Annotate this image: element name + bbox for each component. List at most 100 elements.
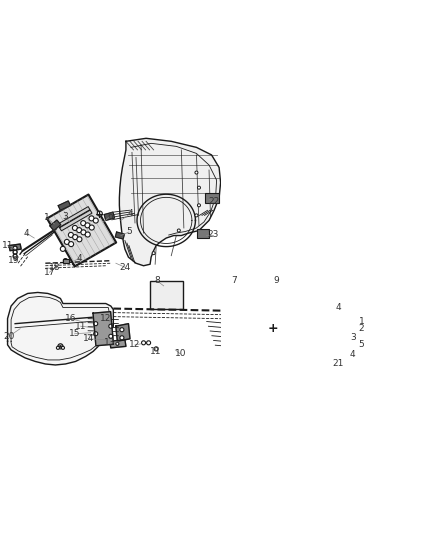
Circle shape [289,308,295,314]
Circle shape [109,324,113,328]
Circle shape [120,336,124,340]
Circle shape [282,320,287,326]
Circle shape [261,289,266,294]
Circle shape [61,346,64,349]
Circle shape [94,321,98,326]
Circle shape [81,230,86,235]
Circle shape [72,225,78,230]
Text: 8: 8 [154,276,160,285]
Polygon shape [355,317,363,323]
Text: 18: 18 [49,263,60,272]
Circle shape [89,216,94,221]
Polygon shape [257,299,306,320]
Text: 9: 9 [273,276,279,285]
Circle shape [13,246,17,250]
Text: 11: 11 [150,347,162,356]
Circle shape [64,239,69,245]
Circle shape [198,204,201,207]
Text: 4: 4 [77,254,82,263]
Polygon shape [58,207,90,227]
Circle shape [13,250,17,254]
Circle shape [271,324,277,330]
Bar [205,193,219,203]
Text: 23: 23 [207,230,218,239]
Text: 11: 11 [75,322,86,330]
Polygon shape [110,340,126,348]
Bar [150,281,183,309]
Circle shape [85,223,90,228]
Circle shape [277,341,283,347]
Circle shape [198,186,201,189]
Circle shape [195,171,198,174]
Text: 4: 4 [336,303,341,312]
Text: 6: 6 [107,212,113,221]
Bar [198,230,208,238]
Text: 19: 19 [8,256,20,265]
Text: 21: 21 [333,359,344,368]
Circle shape [279,312,284,318]
Polygon shape [9,244,21,251]
Circle shape [154,347,158,351]
Text: 4: 4 [23,229,29,238]
Text: 20: 20 [4,332,15,341]
Polygon shape [104,212,114,220]
Text: 1: 1 [43,213,49,222]
Text: 24: 24 [119,263,131,272]
Circle shape [77,228,82,232]
Circle shape [295,325,301,331]
Polygon shape [47,195,116,266]
Circle shape [69,241,74,247]
Polygon shape [120,138,221,266]
Text: 14: 14 [82,334,94,343]
Text: 4: 4 [127,209,133,219]
Circle shape [251,293,256,298]
Circle shape [58,344,63,349]
Text: 16: 16 [65,314,76,323]
Circle shape [292,317,298,322]
Text: 15: 15 [69,329,80,338]
Text: 3: 3 [63,212,68,221]
Circle shape [147,341,151,345]
Polygon shape [244,282,330,370]
Circle shape [85,232,90,237]
Text: +: + [268,321,279,335]
Circle shape [81,221,86,225]
Circle shape [274,333,280,339]
Text: +: + [95,210,104,220]
Text: 2: 2 [359,324,364,333]
Polygon shape [58,201,71,210]
Circle shape [68,232,74,237]
Circle shape [13,254,17,258]
Circle shape [254,302,259,306]
Polygon shape [115,232,124,239]
Circle shape [208,195,215,201]
Text: 17: 17 [44,268,55,277]
Text: 11: 11 [2,241,13,250]
Circle shape [60,345,61,348]
Circle shape [298,334,304,340]
Polygon shape [116,324,130,341]
Text: 22: 22 [208,197,220,206]
Circle shape [77,237,82,242]
Circle shape [201,230,206,236]
Polygon shape [93,312,113,346]
Bar [63,259,69,263]
Circle shape [288,337,294,343]
Circle shape [268,316,274,322]
Text: 4: 4 [350,350,355,359]
Circle shape [57,346,60,349]
Text: 12: 12 [100,314,111,323]
Circle shape [109,334,113,338]
Circle shape [94,332,98,336]
Circle shape [141,341,145,345]
Circle shape [64,259,67,263]
Text: 7: 7 [231,276,237,285]
Text: 13: 13 [104,338,116,348]
Polygon shape [50,220,61,230]
Circle shape [195,214,198,217]
Polygon shape [259,304,307,326]
Circle shape [93,218,98,223]
Text: 5: 5 [126,228,132,237]
Text: 3: 3 [351,333,357,342]
Circle shape [97,211,102,216]
